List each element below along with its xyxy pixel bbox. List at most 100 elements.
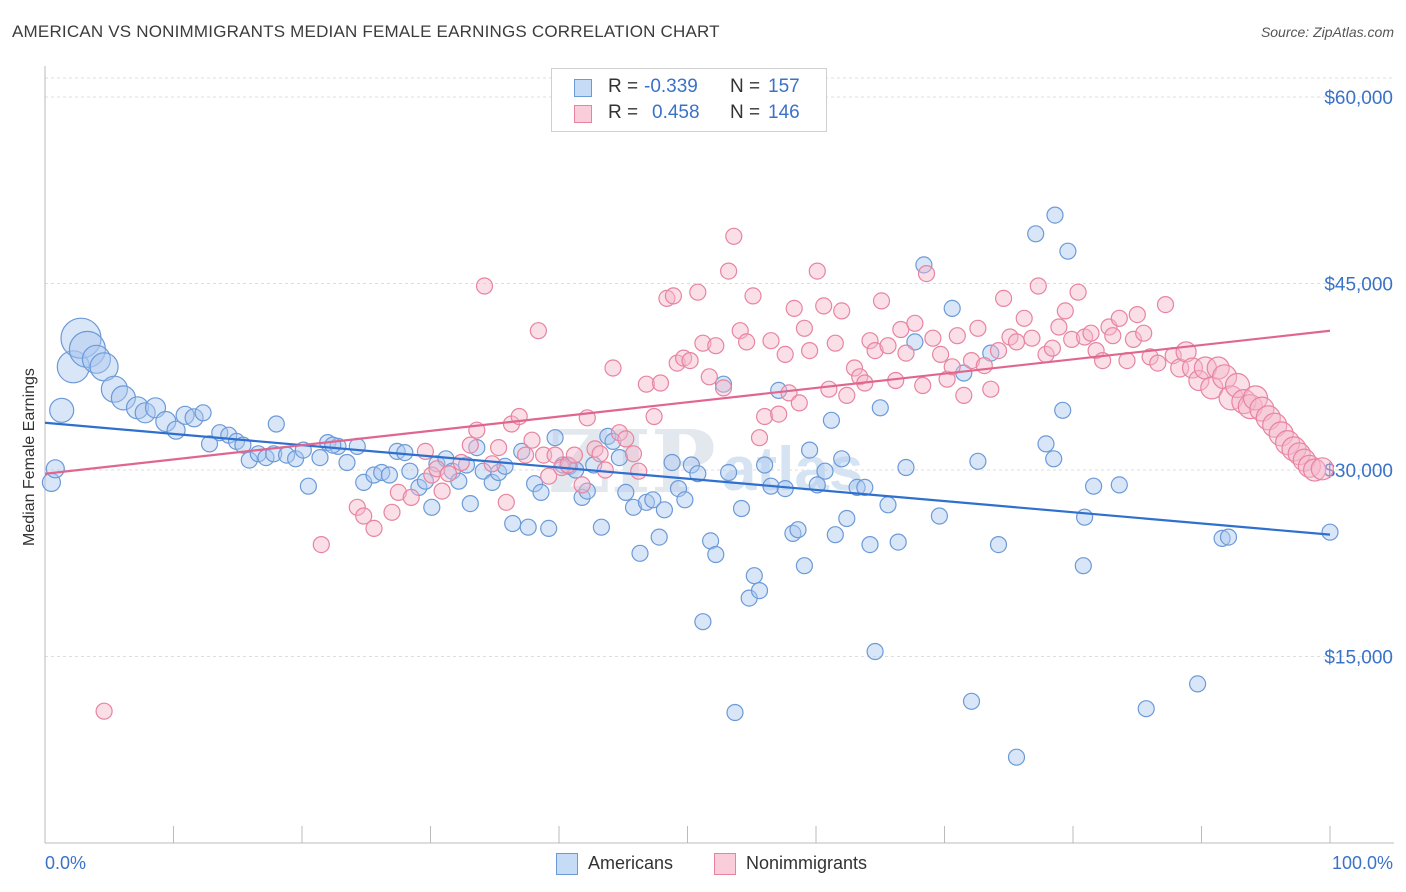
americans-point <box>348 437 366 455</box>
nonimmigrants-point <box>483 455 501 473</box>
nonimmigrants-point <box>776 345 794 363</box>
americans-point <box>338 453 356 472</box>
nonimmigrants-point <box>1188 369 1210 392</box>
nonimmigrants-point <box>355 507 373 525</box>
bottom-legend-label-nonimmigrants: Nonimmigrants <box>746 853 868 873</box>
nonimmigrants-point <box>365 519 383 538</box>
nonimmigrants-point <box>1015 309 1033 327</box>
americans-point <box>800 441 819 459</box>
americans-point <box>519 518 537 536</box>
americans-point <box>707 545 725 564</box>
americans-point <box>1037 435 1055 453</box>
bottom-legend-swatch-americans <box>556 853 578 875</box>
nonimmigrants-point <box>591 445 609 463</box>
legend-swatch-nonimmigrants <box>574 105 592 123</box>
americans-point <box>68 330 107 368</box>
americans-point <box>546 429 564 447</box>
americans-point <box>689 465 707 483</box>
nonimmigrants-point <box>1056 302 1074 320</box>
americans-point <box>750 581 769 600</box>
americans-point <box>1074 557 1092 575</box>
nonimmigrants-point <box>785 299 803 317</box>
americans-point <box>490 463 508 482</box>
nonimmigrants-point <box>461 436 479 454</box>
americans-point <box>194 404 212 422</box>
nonimmigrants-point <box>433 482 451 500</box>
americans-point <box>1188 675 1207 693</box>
nonimmigrants-point <box>737 333 756 351</box>
americans-point <box>822 411 841 429</box>
americans-point <box>483 473 501 491</box>
nonimmigrants-point <box>1224 372 1251 399</box>
nonimmigrants-point <box>490 439 508 457</box>
nonimmigrants-point <box>1268 421 1294 447</box>
nonimmigrants-point <box>707 337 725 355</box>
americans-point <box>969 452 987 470</box>
nonimmigrants-point <box>681 352 699 370</box>
americans-point <box>889 533 907 551</box>
nonimmigrants-point <box>755 407 774 426</box>
nonimmigrants-point <box>586 440 604 458</box>
bottom-legend-label-americans: Americans <box>588 853 674 873</box>
chart-title: AMERICAN VS NONIMMIGRANTS MEDIAN FEMALE … <box>12 22 720 41</box>
nonimmigrants-point <box>795 319 814 337</box>
nonimmigrants-point <box>744 287 762 305</box>
legend-n-label: N = <box>730 76 761 97</box>
americans-point <box>755 456 774 474</box>
americans-point <box>714 375 733 393</box>
americans-point <box>897 458 915 477</box>
americans-point <box>267 415 285 433</box>
nonimmigrants-point <box>750 429 769 447</box>
americans-point <box>134 402 156 424</box>
americans-point <box>719 463 738 482</box>
americans-point <box>726 703 744 722</box>
y-tick-label: $60,000 <box>1324 88 1393 109</box>
americans-point <box>682 456 701 474</box>
americans-point <box>879 496 897 514</box>
americans-point <box>833 450 851 468</box>
americans-point <box>631 544 649 562</box>
americans-trend-line <box>44 421 1331 536</box>
x-tick-label-max: 100.0% <box>1332 853 1393 873</box>
americans-point <box>795 557 814 575</box>
nonimmigrants-point <box>694 334 712 352</box>
y-tick-label: $30,000 <box>1324 461 1393 482</box>
nonimmigrants-point <box>573 476 591 494</box>
americans-point <box>943 299 961 317</box>
nonimmigrants-point <box>917 265 936 283</box>
nonimmigrants-point <box>982 380 1000 398</box>
americans-point <box>401 462 419 480</box>
nonimmigrants-point <box>994 289 1013 307</box>
nonimmigrants-point <box>906 314 924 332</box>
nonimmigrants-point <box>897 344 915 362</box>
americans-point <box>866 642 884 661</box>
nonimmigrants-point <box>943 358 961 376</box>
nonimmigrants-point <box>719 262 738 280</box>
nonimmigrants-point <box>1087 342 1105 360</box>
americans-point <box>532 483 550 501</box>
americans-point <box>1213 529 1231 548</box>
nonimmigrants-point <box>1262 412 1288 438</box>
americans-point <box>610 449 629 467</box>
nonimmigrants-point <box>866 342 884 360</box>
nonimmigrants-point <box>815 297 833 315</box>
nonimmigrants-point <box>861 332 879 350</box>
nonimmigrants-point <box>1110 309 1128 327</box>
americans-point <box>655 501 674 519</box>
americans-point <box>110 385 137 411</box>
americans-point <box>789 521 807 539</box>
americans-point <box>604 432 622 450</box>
nonimmigrants-point <box>1082 324 1100 342</box>
legend-r-label: R = <box>608 102 639 123</box>
nonimmigrants-point <box>826 334 844 352</box>
nonimmigrants-point <box>1181 357 1204 379</box>
legend-n-label: N = <box>730 102 761 123</box>
nonimmigrants-point <box>1211 364 1238 390</box>
nonimmigrants-point <box>962 352 981 370</box>
nonimmigrants-point <box>808 262 826 280</box>
legend-r-label: R = <box>608 76 639 97</box>
nonimmigrants-point <box>892 320 910 339</box>
watermark-atlas: atlas <box>722 435 863 504</box>
americans-point <box>617 483 635 501</box>
americans-point <box>1084 477 1103 495</box>
